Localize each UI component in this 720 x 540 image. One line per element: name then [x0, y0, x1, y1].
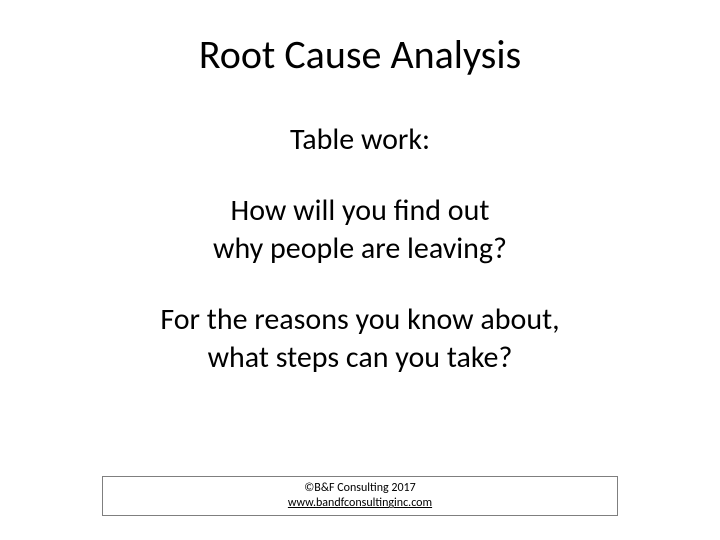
slide-container: Root Cause Analysis Table work: How will… — [0, 0, 720, 540]
question-2-line-2: what steps can you take? — [208, 339, 513, 376]
copyright-text: ©B&F Consulting 2017 — [103, 481, 617, 497]
question-1: How will you find out why people are lea… — [213, 192, 507, 267]
slide-subtitle: Table work: — [290, 121, 430, 158]
question-2-line-1: For the reasons you know about, — [160, 301, 559, 338]
slide-title: Root Cause Analysis — [199, 30, 521, 79]
question-1-line-1: How will you find out — [231, 192, 490, 229]
footer-box: ©B&F Consulting 2017 www.bandfconsulting… — [102, 476, 618, 516]
footer-url: www.bandfconsultinginc.com — [103, 496, 617, 512]
question-1-line-2: why people are leaving? — [213, 230, 507, 267]
question-2: For the reasons you know about, what ste… — [160, 301, 559, 376]
